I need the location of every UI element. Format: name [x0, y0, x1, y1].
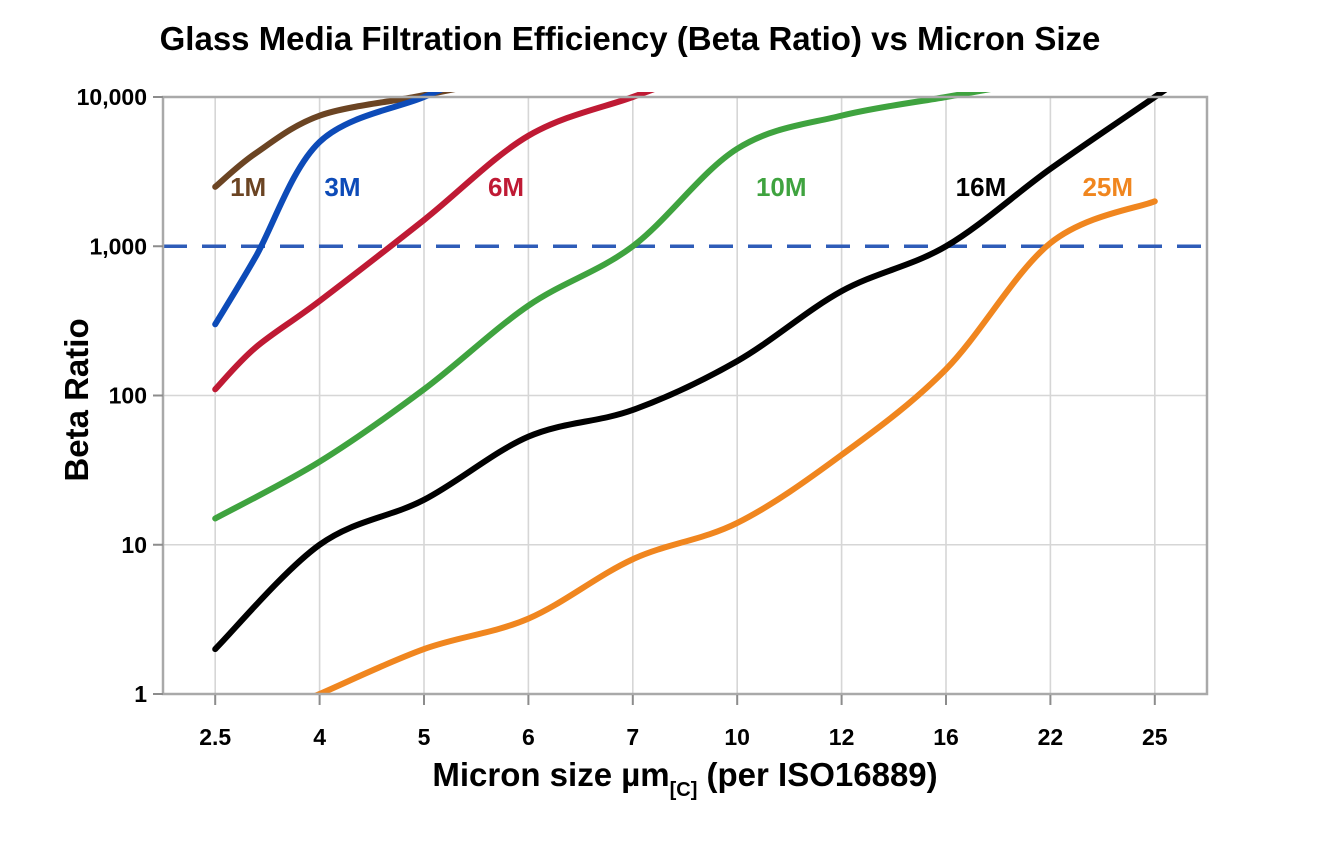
y-tick-label: 10,000	[77, 84, 147, 110]
x-tick-label: 12	[829, 724, 855, 750]
x-axis-label-main: Micron size µm	[432, 756, 669, 793]
series-curve-16M	[212, 92, 1168, 653]
x-tick-label: 22	[1038, 724, 1064, 750]
series-label-3M: 3M	[324, 172, 360, 202]
x-axis-label-subscript: [C]	[670, 779, 698, 801]
series-curve-25M	[312, 198, 1158, 694]
series-label-25M: 25M	[1082, 172, 1133, 202]
x-tick-label: 16	[933, 724, 959, 750]
y-axis-label: Beta Ratio	[58, 318, 95, 481]
x-tick-label: 2.5	[199, 724, 231, 750]
series-label-10M: 10M	[756, 172, 807, 202]
x-axis-label: Micron size µm[C] (per ISO16889)	[432, 756, 937, 801]
x-tick-label: 25	[1142, 724, 1168, 750]
y-tick-label: 100	[109, 383, 147, 409]
series-curve-3M	[212, 92, 444, 328]
gridlines	[163, 97, 1207, 694]
tick-layer: 2.5 4 5 6 7 10 12 16 22 25 1 10 100 1,000 10,000	[77, 84, 1168, 750]
series-curve-10M	[212, 92, 992, 522]
chart-title: Glass Media Filtration Efficiency (Beta …	[160, 20, 1101, 57]
series-label-1M: 1M	[230, 172, 266, 202]
x-tick-label: 4	[313, 724, 326, 750]
series-label-16M: 16M	[956, 172, 1007, 202]
y-tick-label: 1	[134, 681, 147, 707]
x-tick-label: 7	[626, 724, 639, 750]
x-tick-label: 10	[724, 724, 750, 750]
series-label-6M: 6M	[488, 172, 524, 202]
x-tick-label: 5	[418, 724, 431, 750]
x-axis-label-suffix: (per ISO16889)	[697, 756, 937, 793]
series-curve-6M	[212, 92, 655, 393]
y-tick-label: 1,000	[89, 233, 147, 259]
series-layer	[212, 92, 1168, 694]
x-tick-label: 6	[522, 724, 535, 750]
series-label-layer: 1M 3M 6M 10M 16M 25M	[230, 172, 1133, 202]
y-tick-label: 10	[121, 532, 147, 558]
